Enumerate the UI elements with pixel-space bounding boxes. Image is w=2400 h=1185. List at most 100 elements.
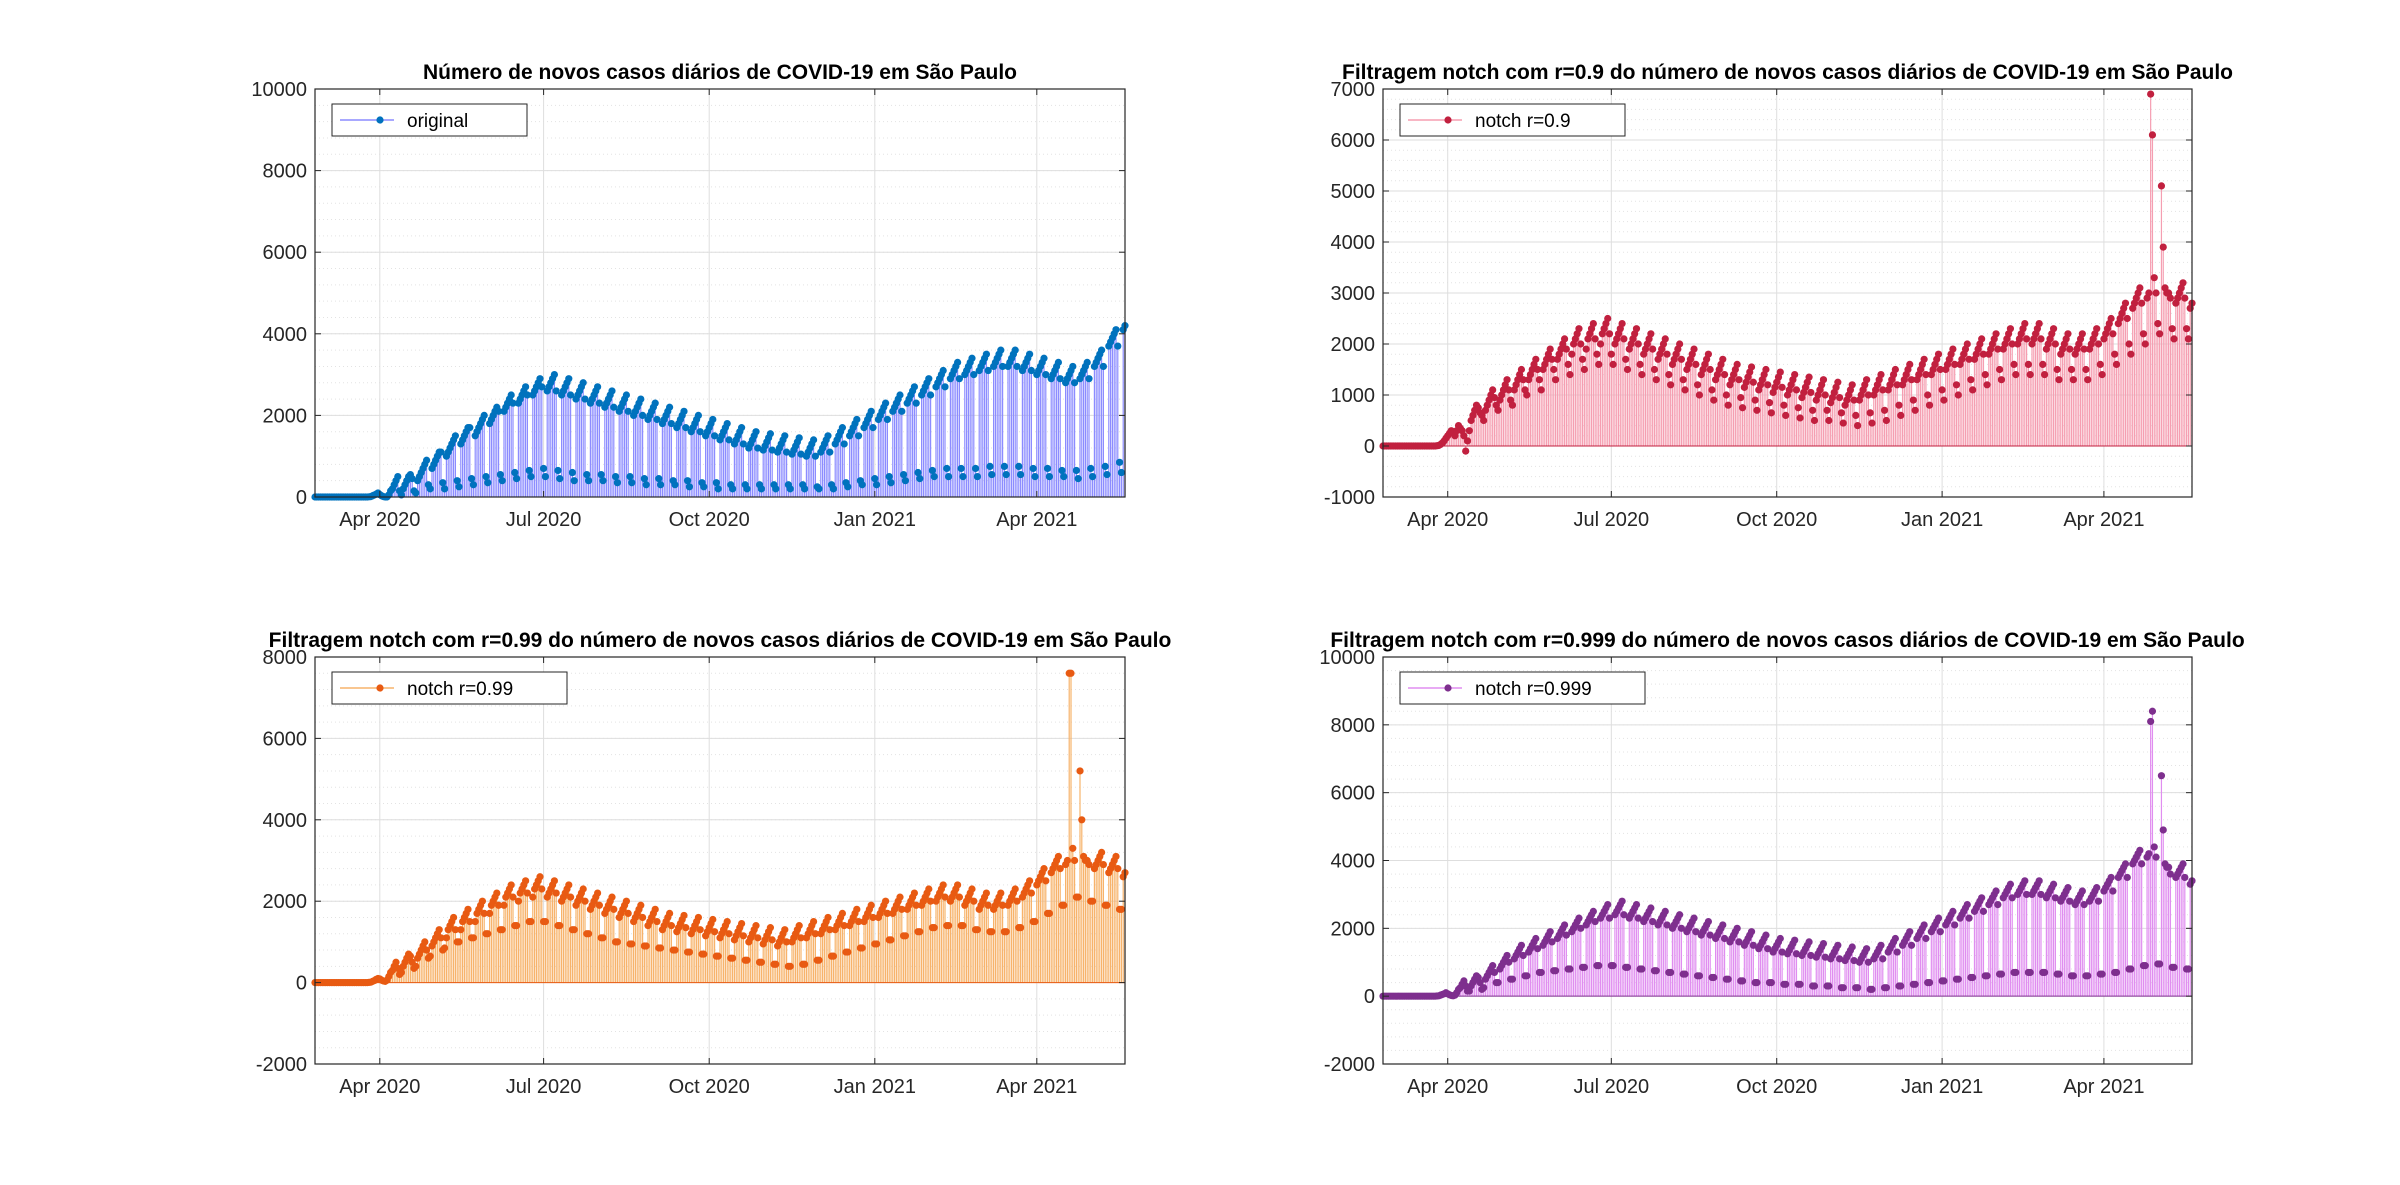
data-point [743, 485, 751, 493]
x-tick-label: Apr 2020 [1407, 1076, 1488, 1098]
data-point [2024, 360, 2033, 368]
data-point [1620, 335, 1628, 343]
data-point [867, 407, 875, 415]
data-point [927, 897, 935, 905]
data-point [1618, 897, 1626, 905]
data-point [1566, 371, 1574, 379]
x-tick-label: Jan 2021 [834, 1076, 916, 1098]
data-point [2094, 897, 2103, 905]
data-point [1577, 924, 1585, 932]
data-point [1568, 350, 1576, 358]
data-point [2023, 335, 2031, 343]
data-point [2051, 340, 2059, 348]
y-tick-label: 0 [296, 973, 307, 995]
data-point [1834, 378, 1842, 386]
data-point [1951, 360, 1959, 368]
data-point [1017, 924, 1025, 932]
data-point [583, 470, 591, 479]
data-point [754, 444, 762, 452]
data-point [1112, 852, 1120, 861]
data-point [514, 897, 523, 905]
data-point [783, 448, 791, 456]
data-point [1027, 889, 1035, 897]
data-point [1848, 943, 1856, 951]
data-point [815, 485, 823, 493]
data-point [858, 481, 866, 489]
legend-label: notch r=0.999 [1475, 679, 1592, 700]
data-point [1796, 980, 1804, 988]
data-point [667, 922, 676, 930]
x-tick-label: Apr 2021 [996, 1076, 1077, 1098]
data-point [394, 473, 402, 481]
data-point [2152, 289, 2160, 297]
data-point [930, 924, 938, 932]
data-point [680, 407, 688, 415]
data-point [1720, 934, 1729, 943]
legend: notch r=0.99 [331, 671, 568, 705]
data-point [2150, 274, 2158, 282]
data-point [1560, 921, 1569, 929]
data-point [437, 934, 445, 942]
data-point [1825, 982, 1833, 990]
data-point [500, 901, 508, 909]
data-point [2109, 330, 2117, 338]
data-point [1112, 326, 1120, 334]
data-point [1863, 376, 1871, 384]
data-point [1839, 984, 1847, 992]
data-point [2078, 887, 2086, 895]
data-point [552, 889, 560, 897]
data-point [507, 391, 515, 399]
data-point [1882, 984, 1890, 992]
data-point [1503, 951, 1511, 960]
data-point [838, 909, 847, 918]
data-point [1764, 381, 1772, 389]
data-point [612, 473, 620, 481]
data-point [1877, 371, 1885, 379]
data-point [801, 485, 809, 493]
data-point [2111, 350, 2119, 358]
data-point [486, 909, 494, 918]
data-point [426, 952, 434, 960]
data-point [766, 430, 775, 438]
data-point [2012, 371, 2020, 379]
data-point [509, 893, 517, 901]
data-point [1911, 406, 1919, 414]
data-point [1893, 948, 1901, 956]
y-tick-label: 0 [296, 487, 307, 509]
data-point [451, 432, 459, 440]
data-point [1078, 816, 1086, 824]
data-point [622, 391, 631, 399]
data-point [768, 446, 776, 454]
data-point [883, 909, 892, 918]
data-point [1489, 962, 1497, 970]
data-point [2093, 325, 2101, 333]
data-point [1650, 365, 1659, 374]
data-point [711, 928, 719, 936]
data-point [1997, 376, 2006, 384]
data-point [2168, 325, 2176, 333]
data-point [442, 934, 450, 942]
data-point [1997, 970, 2006, 978]
data-point [1632, 325, 1641, 333]
data-point [723, 419, 731, 428]
data-point [525, 466, 533, 475]
data-point [2125, 340, 2133, 348]
data-point [2166, 870, 2175, 878]
data-point [853, 905, 861, 913]
data-point [1031, 473, 1039, 481]
data-point [1992, 330, 2000, 338]
data-point [1852, 411, 1860, 419]
data-point [912, 399, 920, 407]
data-point [480, 909, 488, 918]
data-point [655, 475, 663, 483]
data-point [1089, 473, 1097, 481]
data-point [1940, 396, 1948, 404]
data-point [2107, 314, 2115, 323]
data-point [642, 481, 650, 489]
data-point [968, 354, 976, 362]
data-point [783, 938, 791, 946]
data-point [1880, 406, 1889, 414]
data-point [1060, 473, 1068, 481]
stem-markers [311, 669, 1129, 987]
